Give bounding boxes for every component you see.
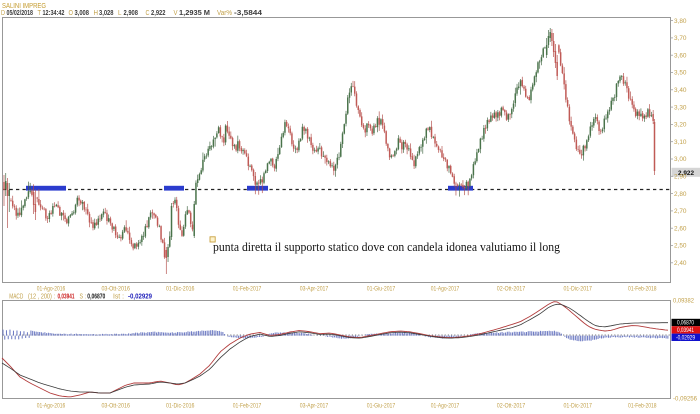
svg-text:01-Feb-2018: 01-Feb-2018 [628,286,657,293]
svg-text:0,06870: 0,06870 [677,321,695,327]
svg-text:MACD: MACD [9,294,23,301]
svg-text:-0,02929: -0,02929 [128,294,152,301]
svg-text:3,40: 3,40 [674,87,687,94]
svg-text:3,008: 3,008 [75,10,90,17]
svg-text:O: O [69,10,74,17]
svg-text:-0,02929: -0,02929 [676,335,696,341]
svg-text:3,30: 3,30 [674,104,687,111]
svg-text:3,60: 3,60 [674,52,687,59]
svg-text:3,10: 3,10 [674,139,687,146]
svg-text:punta diretta il supporto stat: punta diretta il supporto statico dove c… [213,240,560,254]
svg-text:(12 , 200) :: (12 , 200) : [28,294,55,301]
svg-text:01-Giu-2017: 01-Giu-2017 [367,286,396,293]
svg-text:D: D [1,10,5,17]
svg-text:0,03941: 0,03941 [677,328,695,334]
svg-text:2,50: 2,50 [674,243,687,250]
svg-text:SALINI IMPREG: SALINI IMPREG [2,1,46,10]
svg-text:01-Feb-2017: 01-Feb-2017 [233,403,262,410]
svg-text:01-Feb-2018: 01-Feb-2018 [628,403,657,410]
svg-text:03-Ott-2016: 03-Ott-2016 [101,286,130,293]
svg-text:3,00: 3,00 [674,156,687,163]
svg-text:2,908: 2,908 [124,10,139,17]
svg-text:01-Dic-2017: 01-Dic-2017 [563,403,592,410]
svg-text:Var%: Var% [217,10,232,17]
svg-text:2,70: 2,70 [674,208,687,215]
svg-text:12:34:42: 12:34:42 [43,10,65,17]
svg-text:3,50: 3,50 [674,70,687,77]
svg-text:1,2935 M: 1,2935 M [179,10,210,17]
svg-text:-0,09256: -0,09256 [673,396,697,403]
svg-text:T: T [38,10,42,17]
svg-text:3,20: 3,20 [674,122,687,129]
svg-text:V: V [174,10,178,17]
svg-text:2,60: 2,60 [674,225,687,232]
svg-text:2,922: 2,922 [151,10,166,17]
svg-text:2,80: 2,80 [674,191,687,198]
svg-text:01-Giu-2017: 01-Giu-2017 [367,403,396,410]
svg-text:2,90: 2,90 [674,174,687,181]
svg-text:01-Ago-2016: 01-Ago-2016 [37,286,66,293]
svg-text:3,70: 3,70 [674,35,687,42]
svg-text:01-Ago-2016: 01-Ago-2016 [37,403,66,410]
svg-text:01-Ago-2017: 01-Ago-2017 [431,403,460,410]
svg-text:01-Ago-2017: 01-Ago-2017 [431,286,460,293]
svg-text:03-Apr-2017: 03-Apr-2017 [300,286,329,293]
svg-text:0,06870: 0,06870 [87,294,105,301]
svg-text:03-Apr-2017: 03-Apr-2017 [300,403,329,410]
svg-text:C: C [146,10,150,17]
svg-text:0,09382: 0,09382 [673,298,694,305]
svg-text:3,80: 3,80 [674,18,687,25]
svg-text:05/02/2018: 05/02/2018 [7,10,34,17]
svg-text:02-Ott-2017: 02-Ott-2017 [497,403,526,410]
svg-text:-3,5844: -3,5844 [234,10,262,17]
svg-text:H: H [94,10,99,17]
svg-text:0,03941: 0,03941 [58,294,75,301]
svg-text:02-Ott-2017: 02-Ott-2017 [497,286,526,293]
svg-text:01-Feb-2017: 01-Feb-2017 [233,286,262,293]
svg-text:Ist :: Ist : [113,294,124,301]
svg-text:L: L [118,10,122,17]
svg-text:01-Dic-2017: 01-Dic-2017 [563,286,592,293]
svg-text:01-Dic-2016: 01-Dic-2016 [166,403,195,410]
svg-text:01-Dic-2016: 01-Dic-2016 [166,286,195,293]
svg-text:S :: S : [80,294,87,301]
svg-text:2,922: 2,922 [678,170,694,177]
svg-text:3,028: 3,028 [99,10,114,17]
svg-text:03-Ott-2016: 03-Ott-2016 [101,403,130,410]
svg-text:2,40: 2,40 [674,260,687,267]
